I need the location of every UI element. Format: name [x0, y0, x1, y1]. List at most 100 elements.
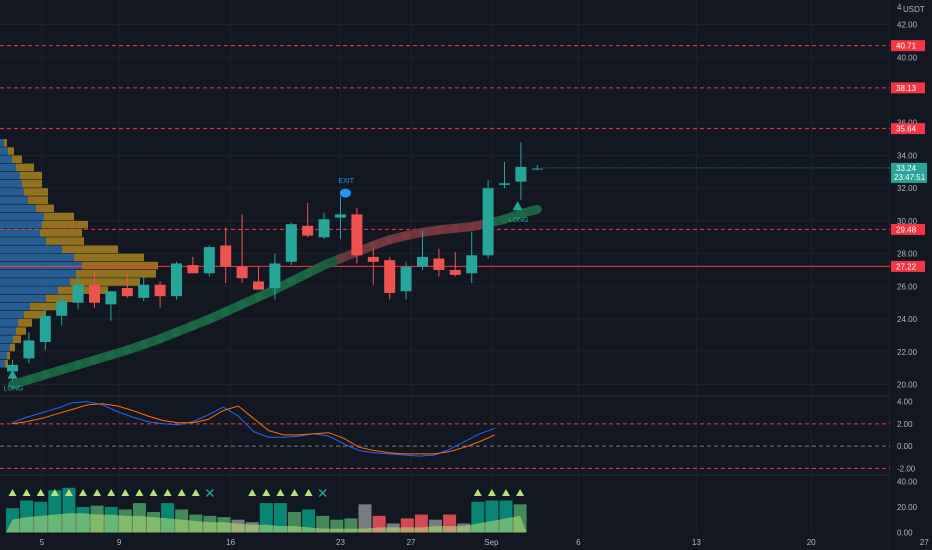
buy-marker-icon — [290, 489, 299, 496]
buy-marker-icon — [79, 489, 87, 496]
candle-body — [531, 168, 543, 170]
profile-bar-sell — [5, 360, 8, 368]
profile-bar-sell — [44, 212, 74, 221]
price-tick-label: 30.00 — [897, 217, 918, 226]
profile-bar-buy — [0, 196, 28, 204]
profile-bar-sell — [24, 188, 48, 196]
candle-body — [105, 291, 117, 305]
profile-bar-buy — [0, 253, 74, 262]
buy-marker-icon — [135, 489, 144, 496]
buy-marker-icon — [276, 489, 285, 496]
candle-body — [466, 255, 478, 274]
price-tick-label: 26.00 — [897, 282, 918, 291]
buy-marker-icon — [93, 489, 102, 496]
oscillator-bar — [316, 515, 330, 533]
profile-bar-sell — [16, 327, 26, 335]
macd-tick-label: 2.00 — [897, 420, 913, 429]
oscillator-pane[interactable] — [6, 487, 527, 533]
candle-body — [318, 219, 330, 238]
price-tick-label: 42.00 — [897, 21, 918, 30]
profile-bar-sell — [70, 278, 140, 286]
profile-bar-sell — [18, 319, 32, 327]
level-price-tag — [891, 40, 925, 52]
profile-bar-buy — [0, 245, 62, 254]
profile-bar-sell — [13, 335, 21, 344]
candlesticks[interactable] — [7, 142, 543, 382]
time-tick-label: 9 — [117, 538, 122, 547]
buy-marker-icon — [121, 489, 130, 496]
buy-marker-icon — [50, 489, 59, 496]
profile-bar-sell — [28, 196, 48, 204]
axis-marker: 4 — [897, 3, 902, 12]
profile-bar-buy — [0, 302, 30, 311]
buy-marker-icon — [177, 489, 186, 496]
profile-bar-sell — [20, 171, 42, 180]
level-price-tag — [891, 223, 925, 235]
candle-body — [72, 284, 84, 303]
oscillator-bar — [358, 504, 372, 533]
profile-bar-sell — [76, 270, 156, 278]
long-signal-label: LONG — [4, 386, 24, 393]
macd-tick-label: -2.00 — [897, 464, 916, 473]
exit-signal-label: EXIT — [338, 178, 354, 185]
price-tick-label: 24.00 — [897, 315, 918, 324]
exit-signal-icon — [339, 188, 351, 198]
candle-body — [302, 225, 314, 236]
profile-bar-sell — [74, 253, 144, 262]
buy-marker-icon — [149, 489, 158, 496]
buy-marker-icon — [304, 489, 313, 496]
profile-bar-buy — [0, 163, 16, 172]
candle-body — [499, 183, 510, 185]
candle-body — [203, 247, 215, 274]
candle-body — [367, 256, 379, 262]
candle-body — [187, 265, 199, 274]
osc-tick-label: 20.00 — [897, 503, 918, 512]
time-tick-label: 6 — [576, 538, 581, 547]
candle-body — [23, 340, 35, 359]
macd-pane[interactable] — [0, 401, 890, 469]
profile-bar-sell — [22, 180, 42, 188]
long-signal-label: LONG — [509, 217, 529, 224]
macd-tick-label: 4.00 — [897, 398, 913, 407]
level-price-label: 38.13 — [896, 84, 917, 93]
time-tick-label: 13 — [692, 538, 701, 547]
candle-body — [220, 245, 232, 267]
candle-body — [138, 284, 150, 298]
buy-marker-icon — [487, 489, 496, 496]
current-price-label: 33.24 — [896, 164, 917, 173]
profile-bar-sell — [46, 294, 82, 303]
long-signal-icon — [512, 201, 523, 211]
profile-bar-buy — [0, 270, 76, 278]
level-price-label: 35.64 — [896, 125, 917, 134]
profile-bar-buy — [0, 327, 16, 335]
profile-bar-buy — [0, 212, 44, 221]
profile-bar-buy — [0, 229, 40, 237]
profile-bar-buy — [0, 278, 70, 286]
profile-bar-buy — [0, 360, 5, 368]
candle-body — [56, 301, 68, 316]
candle-body — [417, 256, 428, 267]
trend-band-segment — [516, 204, 542, 219]
profile-bar-buy — [0, 188, 24, 196]
cross-marker-icon — [205, 489, 214, 497]
candle-body — [171, 263, 182, 297]
time-axis[interactable]: 5 9 16 23 27 Sep 6 13 20 27 — [40, 538, 930, 547]
profile-bar-sell — [42, 220, 88, 229]
profile-bar-buy — [0, 335, 13, 344]
profile-bar-sell — [4, 139, 7, 147]
buy-marker-icon — [107, 489, 116, 496]
candle-body — [89, 284, 100, 303]
profile-bar-buy — [0, 155, 12, 164]
profile-bar-buy — [0, 237, 46, 245]
macd-tick-label: 0.00 — [897, 442, 913, 451]
osc-tick-label: 0.00 — [897, 528, 913, 537]
time-tick-label: 16 — [226, 538, 235, 547]
price-tick-label: 28.00 — [897, 250, 918, 259]
time-tick-label: Sep — [484, 538, 499, 547]
current-price-tag — [891, 162, 927, 183]
level-price-label: 27.22 — [896, 262, 917, 271]
profile-bar-sell — [7, 351, 10, 360]
candle-body — [449, 270, 461, 275]
